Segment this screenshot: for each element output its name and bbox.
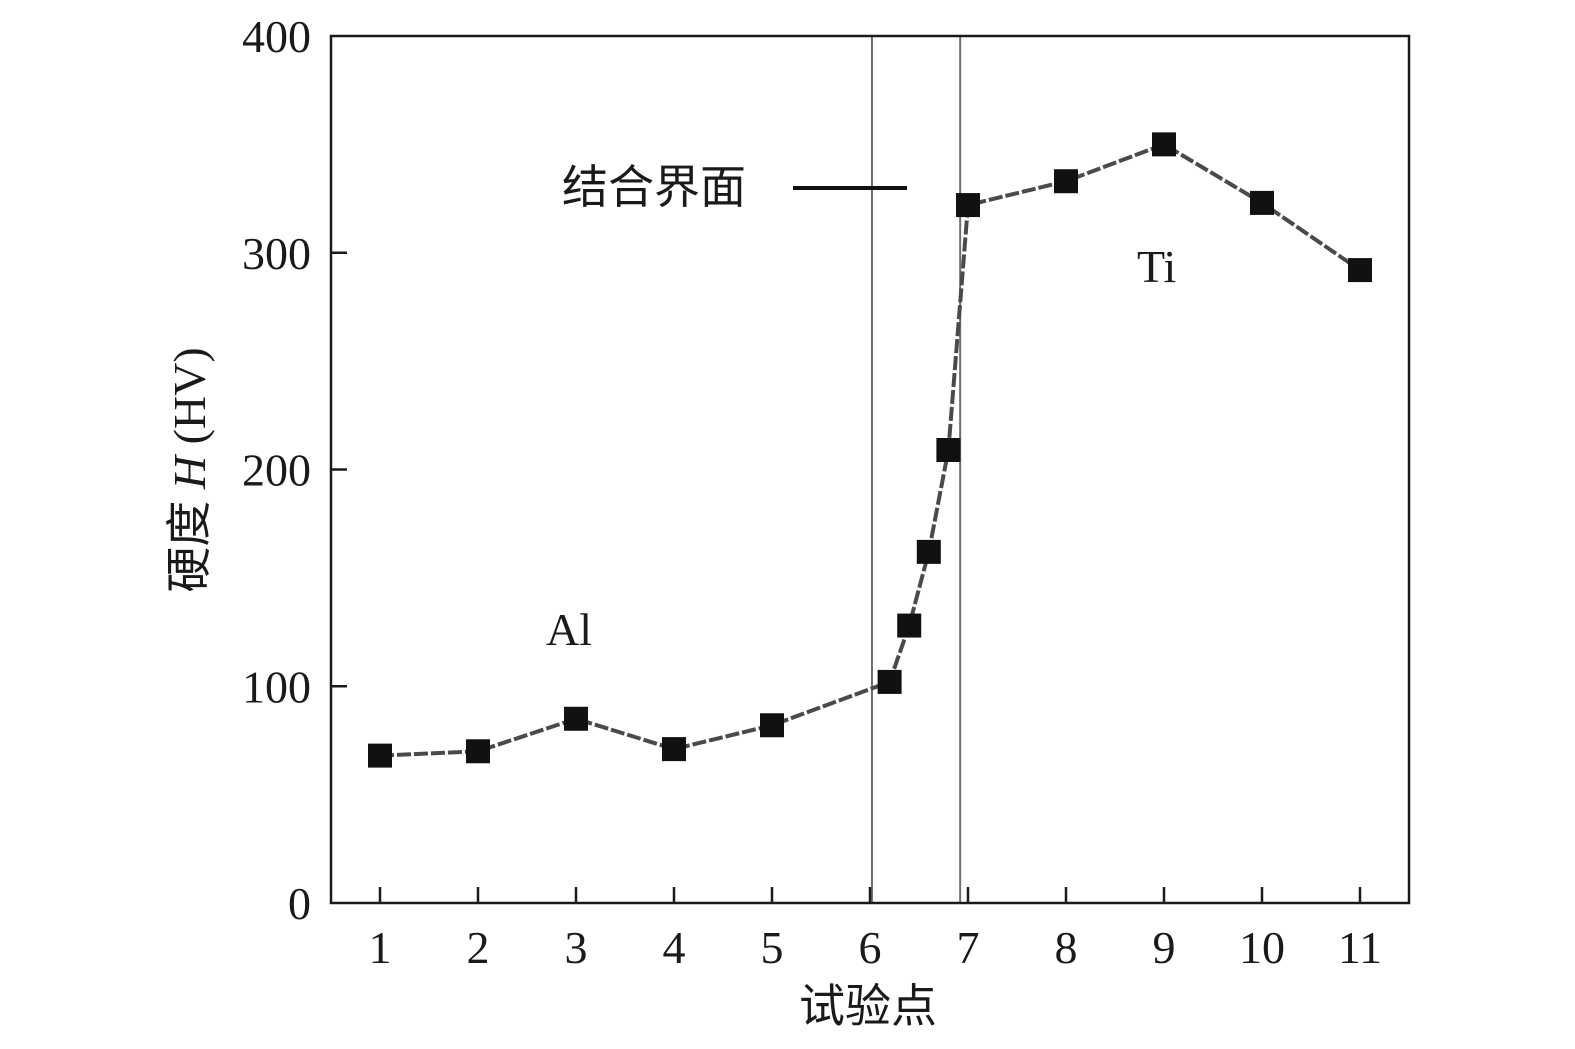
x-tick-label: 9 xyxy=(1153,922,1176,973)
x-tick-label: 6 xyxy=(859,922,882,973)
data-point-marker xyxy=(956,193,980,218)
y-tick-label: 300 xyxy=(242,228,311,279)
plot-frame xyxy=(329,34,1411,905)
data-point-marker xyxy=(662,737,686,762)
data-point-marker xyxy=(897,613,922,638)
series-layer xyxy=(368,132,1372,768)
data-point-marker xyxy=(564,706,588,731)
data-point-marker xyxy=(916,539,941,564)
y-axis-title-variable: H xyxy=(164,453,215,490)
data-point-marker xyxy=(877,669,902,694)
data-point-marker xyxy=(1348,258,1372,283)
x-tick-label: 5 xyxy=(761,922,784,973)
x-tick-label: 1 xyxy=(369,922,392,973)
y-tick-label: 400 xyxy=(242,11,311,62)
x-tick-label: 2 xyxy=(467,922,490,973)
ti-label: Ti xyxy=(1137,241,1176,292)
data-point-marker xyxy=(1054,169,1078,194)
series-line xyxy=(379,142,1362,758)
axis-ticks: 1 2 3 4 5 6 7 8 9 10 11 0 100 200 300 400 xyxy=(242,11,1382,973)
data-point-marker xyxy=(936,437,961,462)
y-axis-title-unit: (HV) xyxy=(164,347,215,456)
x-tick-label: 8 xyxy=(1055,922,1078,973)
x-axis-title: 试验点 xyxy=(799,981,937,1032)
x-tick-label: 10 xyxy=(1239,922,1285,973)
data-point-marker xyxy=(1250,190,1274,215)
y-tick-label: 200 xyxy=(242,445,311,496)
x-tick-label: 4 xyxy=(663,922,686,973)
data-point-marker xyxy=(368,743,392,768)
interface-label: 结合界面 xyxy=(562,162,746,213)
x-tick-label: 11 xyxy=(1338,922,1382,973)
data-point-marker xyxy=(466,739,490,764)
al-label: Al xyxy=(546,604,592,655)
data-point-marker xyxy=(1152,132,1176,157)
x-tick-label: 3 xyxy=(565,922,588,973)
x-tick-label: 7 xyxy=(957,922,980,973)
y-tick-label: 0 xyxy=(288,878,311,929)
data-point-marker xyxy=(760,713,784,738)
y-tick-label: 100 xyxy=(242,661,311,712)
interface-lines xyxy=(870,36,962,903)
y-axis-title: 硬度 H (HV) xyxy=(164,347,215,592)
y-axis-title-prefix: 硬度 xyxy=(164,489,215,593)
